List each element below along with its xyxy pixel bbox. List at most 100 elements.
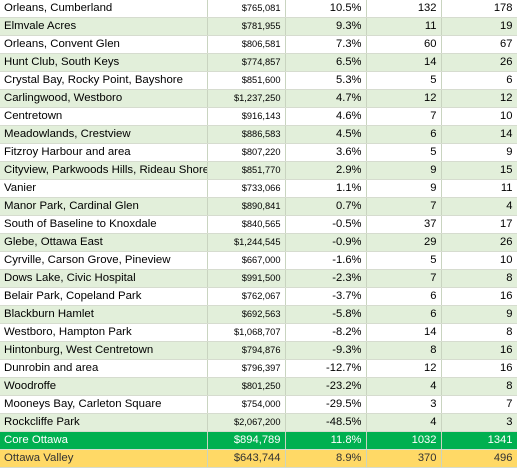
count-cell[interactable]: 9 <box>441 305 517 324</box>
neighbourhood-cell[interactable]: Vanier <box>0 179 208 198</box>
count-cell[interactable]: 8 <box>441 269 517 288</box>
price-cell[interactable]: $890,841 <box>207 197 286 216</box>
change-cell[interactable]: -9.3% <box>285 341 367 360</box>
table-row[interactable]: Cityview, Parkwoods Hills, Rideau Shore $… <box>0 161 517 180</box>
table-row[interactable]: Carlingwood, Westboro $1,237,250 4.7% 12 12 <box>0 89 517 108</box>
table-row[interactable]: Hunt Club, South Keys $774,857 6.5% 14 26 <box>0 53 517 72</box>
count-cell[interactable]: 1341 <box>441 431 517 450</box>
count-cell[interactable]: 26 <box>441 53 517 72</box>
table-row[interactable]: Cyrville, Carson Grove, Pineview $667,000… <box>0 251 517 270</box>
change-cell[interactable]: 4.6% <box>285 107 367 126</box>
change-cell[interactable]: -8.2% <box>285 323 367 342</box>
change-cell[interactable]: 2.9% <box>285 161 367 180</box>
price-cell[interactable]: $1,068,707 <box>207 323 286 342</box>
neighbourhood-cell[interactable]: Blackburn Hamlet <box>0 305 208 324</box>
table-row[interactable]: Fitzroy Harbour and area $807,220 3.6% 5 9 <box>0 143 517 162</box>
table-row[interactable]: Crystal Bay, Rocky Point, Bayshore $851,6… <box>0 71 517 90</box>
price-cell[interactable]: $894,789 <box>207 431 286 450</box>
neighbourhood-cell[interactable]: Belair Park, Copeland Park <box>0 287 208 306</box>
table-row[interactable]: Rockcliffe Park $2,067,200 -48.5% 4 3 <box>0 413 517 432</box>
table-row[interactable]: Ottawa Valley $643,744 8.9% 370 496 <box>0 449 517 468</box>
change-cell[interactable]: -0.5% <box>285 215 367 234</box>
neighbourhood-cell[interactable]: Hunt Club, South Keys <box>0 53 208 72</box>
neighbourhood-cell[interactable]: Elmvale Acres <box>0 17 208 36</box>
count-cell[interactable]: 4 <box>366 377 442 396</box>
count-cell[interactable]: 5 <box>366 71 442 90</box>
table-row[interactable]: Glebe, Ottawa East $1,244,545 -0.9% 29 26 <box>0 233 517 252</box>
change-cell[interactable]: 3.6% <box>285 143 367 162</box>
change-cell[interactable]: -5.8% <box>285 305 367 324</box>
count-cell[interactable]: 4 <box>366 413 442 432</box>
table-row[interactable]: Elmvale Acres $781,955 9.3% 11 19 <box>0 17 517 36</box>
neighbourhood-cell[interactable]: Centretown <box>0 107 208 126</box>
change-cell[interactable]: 1.1% <box>285 179 367 198</box>
price-cell[interactable]: $762,067 <box>207 287 286 306</box>
table-row[interactable]: Meadowlands, Crestview $886,583 4.5% 6 14 <box>0 125 517 144</box>
count-cell[interactable]: 19 <box>441 17 517 36</box>
count-cell[interactable]: 6 <box>366 125 442 144</box>
table-row[interactable]: South of Baseline to Knoxdale $840,565 -0.… <box>0 215 517 234</box>
count-cell[interactable]: 14 <box>366 53 442 72</box>
count-cell[interactable]: 9 <box>441 143 517 162</box>
table-row[interactable]: Orleans, Cumberland $765,081 10.5% 132 178 <box>0 0 517 18</box>
neighbourhood-cell[interactable]: Rockcliffe Park <box>0 413 208 432</box>
price-cell[interactable]: $1,244,545 <box>207 233 286 252</box>
count-cell[interactable]: 14 <box>366 323 442 342</box>
count-cell[interactable]: 8 <box>441 377 517 396</box>
count-cell[interactable]: 6 <box>366 287 442 306</box>
count-cell[interactable]: 12 <box>366 89 442 108</box>
neighbourhood-cell[interactable]: Carlingwood, Westboro <box>0 89 208 108</box>
price-cell[interactable]: $916,143 <box>207 107 286 126</box>
neighbourhood-cell[interactable]: Meadowlands, Crestview <box>0 125 208 144</box>
neighbourhood-cell[interactable]: Core Ottawa <box>0 431 208 450</box>
table-row[interactable]: Manor Park, Cardinal Glen $890,841 0.7% 7 4 <box>0 197 517 216</box>
count-cell[interactable]: 3 <box>366 395 442 414</box>
change-cell[interactable]: 4.5% <box>285 125 367 144</box>
count-cell[interactable]: 16 <box>441 359 517 378</box>
neighbourhood-cell[interactable]: Westboro, Hampton Park <box>0 323 208 342</box>
neighbourhood-cell[interactable]: Dunrobin and area <box>0 359 208 378</box>
price-cell[interactable]: $733,066 <box>207 179 286 198</box>
price-cell[interactable]: $794,876 <box>207 341 286 360</box>
neighbourhood-cell[interactable]: Glebe, Ottawa East <box>0 233 208 252</box>
table-row[interactable]: Dunrobin and area $796,397 -12.7% 12 16 <box>0 359 517 378</box>
count-cell[interactable]: 16 <box>441 287 517 306</box>
neighbourhood-cell[interactable]: Woodroffe <box>0 377 208 396</box>
neighbourhood-cell[interactable]: Crystal Bay, Rocky Point, Bayshore <box>0 71 208 90</box>
neighbourhood-cell[interactable]: Fitzroy Harbour and area <box>0 143 208 162</box>
count-cell[interactable]: 5 <box>366 143 442 162</box>
change-cell[interactable]: -48.5% <box>285 413 367 432</box>
price-cell[interactable]: $692,563 <box>207 305 286 324</box>
neighbourhood-cell[interactable]: Cityview, Parkwoods Hills, Rideau Shore <box>0 161 208 180</box>
count-cell[interactable]: 5 <box>366 251 442 270</box>
change-cell[interactable]: 6.5% <box>285 53 367 72</box>
count-cell[interactable]: 17 <box>441 215 517 234</box>
neighbourhood-cell[interactable]: Hintonburg, West Centretown <box>0 341 208 360</box>
count-cell[interactable]: 6 <box>366 305 442 324</box>
price-cell[interactable]: $991,500 <box>207 269 286 288</box>
count-cell[interactable]: 7 <box>366 107 442 126</box>
price-cell[interactable]: $774,857 <box>207 53 286 72</box>
change-cell[interactable]: 10.5% <box>285 0 367 18</box>
change-cell[interactable]: 8.9% <box>285 449 367 468</box>
count-cell[interactable]: 4 <box>441 197 517 216</box>
count-cell[interactable]: 16 <box>441 341 517 360</box>
count-cell[interactable]: 12 <box>366 359 442 378</box>
table-row[interactable]: Vanier $733,066 1.1% 9 11 <box>0 179 517 198</box>
price-cell[interactable]: $643,744 <box>207 449 286 468</box>
price-cell[interactable]: $754,000 <box>207 395 286 414</box>
neighbourhood-cell[interactable]: Cyrville, Carson Grove, Pineview <box>0 251 208 270</box>
neighbourhood-cell[interactable]: South of Baseline to Knoxdale <box>0 215 208 234</box>
table-row[interactable]: Blackburn Hamlet $692,563 -5.8% 6 9 <box>0 305 517 324</box>
change-cell[interactable]: -1.6% <box>285 251 367 270</box>
change-cell[interactable]: -3.7% <box>285 287 367 306</box>
table-row[interactable]: Orleans, Convent Glen $806,581 7.3% 60 67 <box>0 35 517 54</box>
count-cell[interactable]: 14 <box>441 125 517 144</box>
count-cell[interactable]: 10 <box>441 107 517 126</box>
change-cell[interactable]: -23.2% <box>285 377 367 396</box>
count-cell[interactable]: 370 <box>366 449 442 468</box>
count-cell[interactable]: 6 <box>441 71 517 90</box>
price-cell[interactable]: $807,220 <box>207 143 286 162</box>
price-cell[interactable]: $667,000 <box>207 251 286 270</box>
count-cell[interactable]: 26 <box>441 233 517 252</box>
